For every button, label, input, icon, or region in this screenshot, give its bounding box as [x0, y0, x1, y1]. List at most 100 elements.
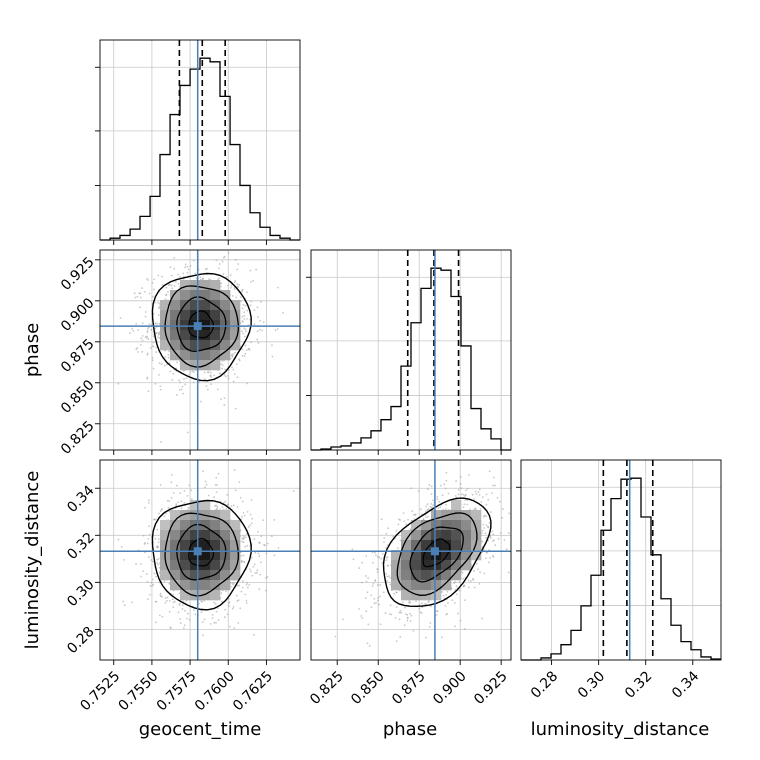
sample-point — [229, 286, 232, 289]
sample-point — [186, 617, 188, 620]
sample-point — [179, 618, 181, 620]
sample-point — [234, 279, 237, 282]
sample-point — [427, 508, 430, 511]
sample-point — [189, 265, 192, 267]
density-cell — [190, 540, 201, 551]
sample-point — [241, 354, 244, 357]
density-cell — [210, 550, 221, 561]
sample-point — [227, 284, 229, 287]
sample-point — [241, 315, 244, 318]
sample-point — [367, 623, 370, 626]
sample-point — [488, 521, 491, 524]
density-cell — [411, 590, 422, 601]
sample-point — [361, 617, 364, 620]
density-cell — [170, 340, 181, 351]
sample-point — [364, 597, 367, 599]
y-axis-label-phase: phase — [22, 323, 43, 377]
sample-point — [166, 499, 169, 502]
sample-point — [170, 274, 173, 277]
sample-point — [361, 561, 363, 564]
sample-point — [487, 498, 490, 501]
sample-point — [271, 355, 274, 358]
sample-point — [179, 622, 182, 624]
sample-point — [213, 496, 216, 498]
density-cell — [180, 320, 191, 331]
sample-point — [370, 606, 373, 609]
sample-point — [244, 352, 247, 355]
sample-point — [147, 279, 150, 281]
sample-point — [436, 498, 439, 501]
sample-point — [160, 508, 163, 511]
sample-point — [243, 311, 246, 314]
sample-point — [200, 400, 202, 403]
sample-point — [152, 295, 154, 298]
density-cell — [190, 290, 201, 301]
sample-point — [167, 353, 170, 356]
sample-point — [202, 634, 204, 637]
sample-point — [249, 269, 252, 272]
sample-point — [378, 595, 381, 598]
sample-point — [352, 558, 355, 561]
sample-point — [451, 599, 454, 602]
sample-point — [158, 614, 161, 617]
sample-point — [195, 277, 198, 280]
sample-point — [376, 571, 379, 574]
sample-point — [156, 545, 159, 548]
density-cell — [210, 290, 221, 301]
truth-marker — [193, 322, 202, 331]
sample-point — [282, 312, 284, 314]
sample-point — [200, 611, 203, 614]
sample-point — [173, 285, 176, 287]
sample-point — [398, 618, 401, 621]
sample-point — [447, 602, 449, 604]
density-cell — [210, 540, 221, 551]
sample-point — [483, 572, 486, 575]
sample-point — [426, 515, 429, 518]
sample-point — [238, 584, 241, 587]
sample-point — [233, 281, 236, 284]
sample-point — [366, 642, 369, 645]
density-cell — [401, 590, 412, 601]
sample-point — [217, 472, 220, 475]
density-cell — [431, 560, 442, 571]
density-cell — [461, 510, 472, 521]
sample-point — [243, 514, 246, 517]
sample-point — [223, 397, 226, 400]
sample-point — [169, 626, 172, 629]
sample-point — [178, 592, 181, 595]
sample-point — [165, 599, 168, 602]
sample-point — [493, 539, 495, 542]
sample-point — [231, 355, 234, 358]
density-cell — [200, 280, 211, 291]
sample-point — [149, 585, 152, 587]
sample-point — [446, 612, 449, 615]
sample-point — [432, 499, 435, 502]
sample-point — [410, 487, 413, 490]
density-cell — [441, 550, 452, 561]
sample-point — [249, 524, 251, 527]
sample-point — [158, 512, 161, 515]
density-cell — [170, 540, 181, 551]
sample-point — [186, 265, 189, 268]
sample-point — [204, 480, 207, 483]
sample-point — [171, 378, 174, 381]
panel-body — [117, 469, 295, 637]
sample-point — [227, 604, 230, 607]
sample-point — [491, 530, 494, 533]
contour-level-1 — [164, 512, 239, 597]
density-cell — [170, 530, 181, 541]
density-cell — [180, 540, 191, 551]
density-cell — [160, 540, 171, 551]
sample-point — [198, 380, 201, 383]
sample-point — [389, 583, 392, 586]
sample-point — [485, 552, 488, 554]
sample-point — [351, 548, 354, 551]
sample-point — [247, 526, 250, 528]
sample-point — [453, 582, 456, 585]
density-cell — [461, 520, 472, 531]
density-cell — [200, 340, 211, 351]
sample-point — [222, 502, 225, 504]
sample-point — [428, 626, 431, 628]
sample-point — [246, 544, 249, 547]
density-cell — [220, 580, 231, 591]
